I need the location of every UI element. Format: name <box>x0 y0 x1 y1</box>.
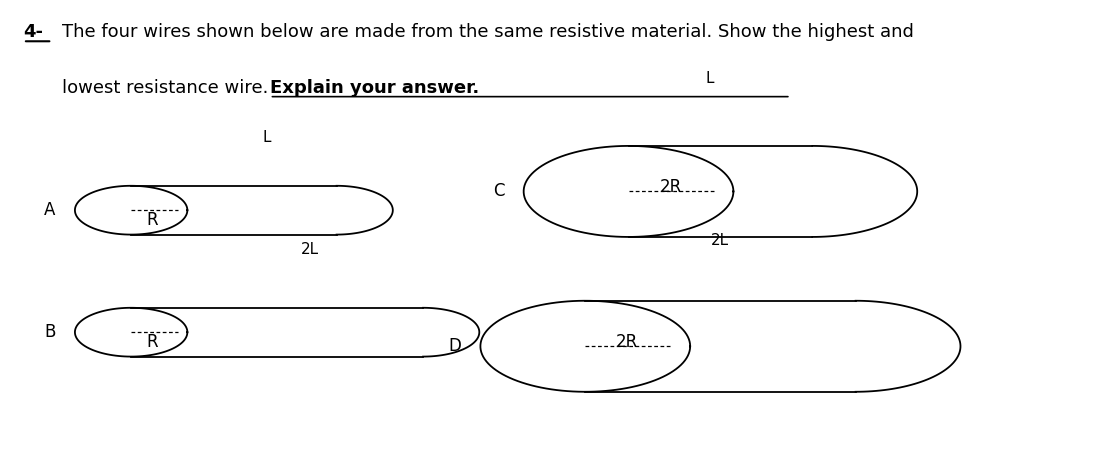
Text: A: A <box>44 201 56 219</box>
Text: The four wires shown below are made from the same resistive material. Show the h: The four wires shown below are made from… <box>61 23 913 41</box>
Text: B: B <box>44 323 56 341</box>
Text: 2L: 2L <box>711 233 730 248</box>
Text: 2L: 2L <box>301 242 319 257</box>
Text: 2R: 2R <box>660 178 682 196</box>
Text: lowest resistance wire.: lowest resistance wire. <box>61 79 274 97</box>
Text: D: D <box>448 337 461 355</box>
Text: L: L <box>262 129 271 144</box>
Text: Explain your answer.: Explain your answer. <box>269 79 479 97</box>
Text: L: L <box>705 71 714 86</box>
Text: 4-: 4- <box>23 23 42 41</box>
Text: R: R <box>146 333 159 352</box>
Text: C: C <box>493 182 504 201</box>
Text: 2R: 2R <box>616 333 638 351</box>
Text: R: R <box>146 211 159 229</box>
